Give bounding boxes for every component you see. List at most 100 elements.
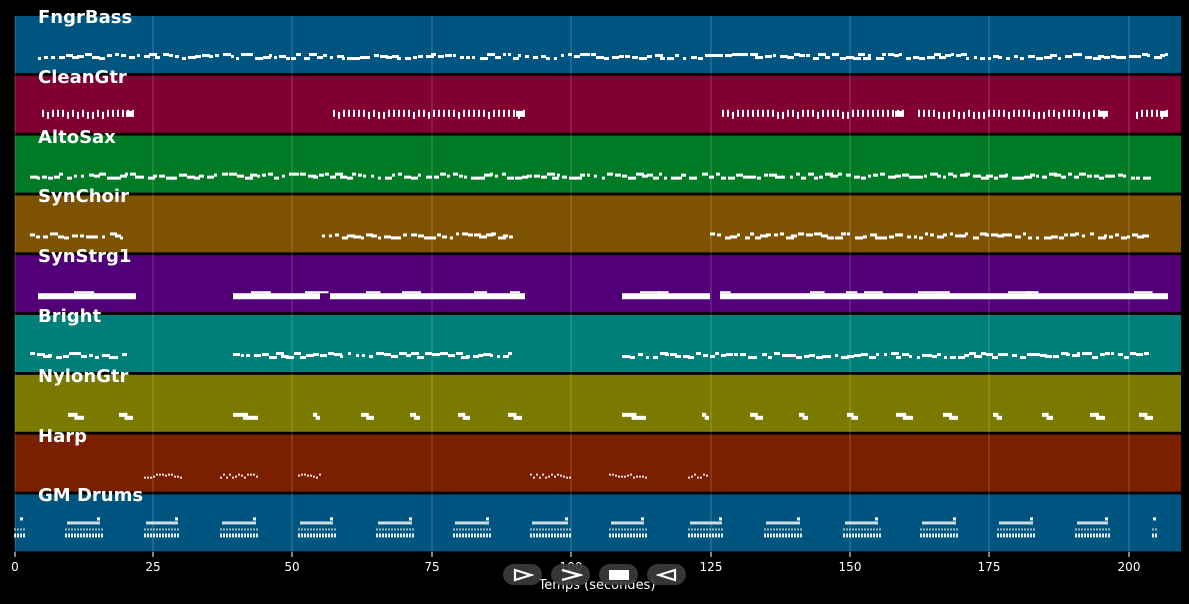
note [396,236,401,240]
note [83,533,85,538]
note [721,354,726,358]
note [791,533,793,538]
note [645,476,647,479]
note [348,109,350,117]
note [74,415,84,420]
note [998,109,1000,117]
note [892,109,894,117]
note [1096,415,1105,420]
note [780,232,784,236]
note [612,473,614,476]
note [235,528,237,531]
note [1083,111,1085,119]
note [74,352,81,356]
note [247,473,249,476]
note [557,533,559,538]
note [391,528,393,531]
note [1105,352,1110,356]
note [429,236,436,240]
note [694,528,696,531]
note [453,528,455,531]
note [980,57,985,61]
note [1129,55,1137,59]
note [730,235,737,239]
note [775,175,783,179]
note [838,172,842,176]
note [835,236,843,240]
note [937,353,941,357]
note [159,473,161,476]
note [85,53,92,57]
note [927,354,932,358]
note [875,517,878,521]
note [1096,533,1098,538]
note [1048,109,1050,117]
play-button[interactable] [503,564,542,585]
note [1155,533,1157,538]
note [223,53,231,57]
note [779,533,781,538]
note [23,528,25,531]
note [1045,355,1052,359]
note [337,55,344,59]
note [779,528,781,531]
note [464,175,467,179]
note [328,352,334,356]
rewind-button[interactable] [647,564,686,585]
note [939,56,946,60]
x-tick-label: 25 [145,560,161,574]
note [566,533,568,538]
note [468,233,473,237]
note [622,174,627,178]
note [226,528,228,531]
note [1165,53,1168,57]
note [384,353,391,357]
note [870,233,877,237]
note [403,109,405,117]
note [310,474,312,477]
note [397,57,401,61]
track-lane [15,135,1181,193]
note [1033,528,1035,531]
note [1136,111,1138,119]
note [1077,352,1080,356]
note [1068,109,1070,117]
note [941,533,943,538]
note [664,176,667,180]
note [443,109,445,117]
note [172,176,177,180]
note [68,528,70,531]
note [1050,54,1057,58]
note [68,412,78,417]
note [888,53,894,57]
note [788,354,796,358]
note [1153,517,1156,521]
note [89,528,91,531]
note [785,533,787,538]
stop-button[interactable] [599,564,638,585]
note [557,173,560,177]
note [74,174,77,178]
note [846,56,854,60]
note [411,233,417,237]
note [765,55,772,59]
note [67,111,69,119]
stop-icon [608,569,629,580]
note [691,56,697,60]
note [855,236,863,240]
note [926,533,928,538]
note [153,528,155,531]
note [1081,533,1083,538]
note [363,174,366,178]
note [1028,109,1030,117]
note [87,111,89,119]
forward-button[interactable] [551,564,590,585]
note [1018,533,1020,538]
note [688,533,690,538]
note [710,232,715,236]
note [847,412,854,417]
note [247,533,249,538]
note [638,353,643,357]
note [80,533,82,538]
